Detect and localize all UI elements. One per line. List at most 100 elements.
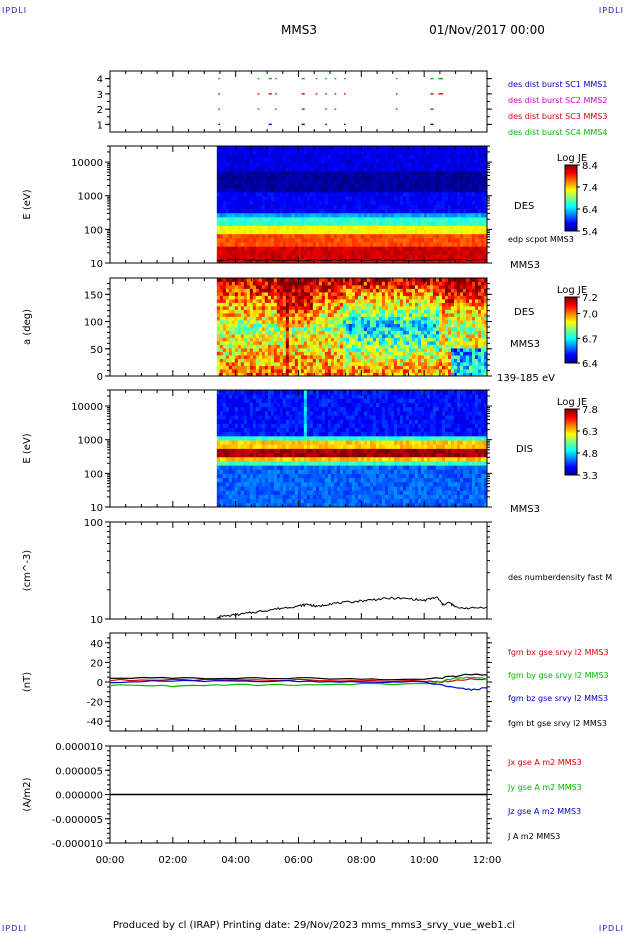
time-axis: 00:00 02:00 04:00 06:00 08:00 10:00 12:00 — [96, 855, 502, 866]
des-pitch-colorbar-tick-label: 6.7 — [582, 334, 598, 345]
time-tick-label: 12:00 — [473, 855, 502, 866]
fgm-legend-entry: fgm by gse srvy l2 MMS3 — [508, 671, 609, 680]
panel-burst: 1 2 3 4 des dist burst SC1 MMS1 des dist burs… — [97, 70, 607, 137]
current-legend-entry: J A m2 MMS3 — [507, 832, 560, 841]
dis-energy-colorbar-tick-label: 3.3 — [582, 471, 598, 482]
dis-energy-ytick-label: 1000 — [78, 436, 103, 447]
burst-legend-entry: des dist burst SC4 MMS4 — [508, 128, 607, 137]
des-pitch-energy-range: 139-185 eV — [497, 373, 555, 384]
fgm-legend-entry: fgm bt gse srvy l2 MMS3 — [508, 719, 607, 728]
time-tick-label: 08:00 — [347, 855, 376, 866]
current-ytick-label: 0.000005 — [55, 766, 103, 777]
time-tick-label: 10:00 — [410, 855, 439, 866]
corner-label-top-left: IPDLI — [2, 6, 28, 15]
des-energy-spacecraft-label: MMS3 — [510, 260, 540, 271]
density-ytick-label: 100 — [84, 518, 103, 529]
dis-energy-colorbar-tick-label: 6.3 — [582, 427, 598, 438]
datetime-title: 01/Nov/2017 00:00 — [429, 23, 545, 37]
burst-panel-frame — [109, 70, 488, 133]
burst-ytick-label: 2 — [97, 105, 103, 116]
fgm-ytick-label: -20 — [87, 698, 103, 709]
des-energy-ytick-label: 1000 — [78, 192, 103, 203]
des-pitch-ytick-label: 0 — [97, 372, 103, 383]
corner-label-bottom-left: IPDLI — [2, 924, 28, 933]
burst-legend-entry: des dist burst SC2 MMS2 — [508, 96, 607, 105]
des-pitch-ytick-label: 50 — [90, 345, 103, 356]
des-energy-colorbar — [564, 164, 578, 232]
des-energy-spectrogram — [216, 146, 488, 264]
fgm-ytick-label: -40 — [87, 717, 103, 728]
des-energy-instrument-label: DES — [514, 201, 534, 212]
dis-energy-instrument-label: DIS — [516, 444, 533, 455]
des-pitch-colorbar — [564, 296, 578, 364]
density-ytick-label: 10 — [90, 615, 103, 626]
des-energy-colorbar-tick-label: 7.4 — [582, 183, 598, 194]
dis-energy-colorbar-tick-label: 7.8 — [582, 405, 598, 416]
des-pitch-colorbar-title: Log JE — [557, 285, 587, 296]
panel-fgm: -40 -20 0 20 40 (nT) fgm bx gse srvy l2 MMS3 fg… — [22, 632, 609, 732]
fgm-ylabel: (nT) — [22, 672, 33, 692]
current-legend-entry: Jz gse A m2 MMS3 — [507, 807, 581, 816]
density-ylabel: (cm^-3) — [22, 550, 33, 591]
fgm-series-line — [109, 679, 488, 691]
current-legend-entry: Jx gse A m2 MMS3 — [507, 758, 582, 767]
burst-ytick-label: 3 — [97, 90, 103, 101]
des-energy-ytick-label: 10000 — [71, 158, 103, 169]
dis-energy-ytick-label: 10000 — [71, 402, 103, 413]
burst-legend-entry: des dist burst SC3 MMS3 — [508, 112, 607, 121]
panel-current: -0.000010 -0.000005 0.000000 0.000005 0.0000… — [22, 742, 582, 850]
des-energy-colorbar-tick-label: 5.4 — [582, 227, 598, 238]
des-energy-colorbar-title: Log JE — [557, 153, 587, 164]
current-ytick-label: 0.000010 — [55, 742, 103, 753]
des-energy-colorbar-tick-label: 6.4 — [582, 205, 598, 216]
panel-des-pitch: 0 50 100 150 a (deg) Log JE 6.4 6.7 7.0 7.2 DES MMS… — [22, 277, 598, 384]
dis-energy-colorbar-tick-label: 4.8 — [582, 449, 598, 460]
density-panel-frame — [109, 521, 488, 620]
fgm-series-line — [109, 676, 488, 688]
des-energy-ytick-label: 100 — [84, 225, 103, 236]
dis-energy-colorbar — [564, 408, 578, 476]
des-energy-scpot-label: edp scpot MMS3 — [508, 235, 574, 244]
footer-credit: Produced by cl (IRAP) Printing date: 29/… — [113, 920, 515, 931]
spacecraft-title: MMS3 — [281, 23, 317, 37]
panel-dis-energy: 10 100 1000 10000 E (eV) Log JE 3.3 4.8 6.3 7.8 DI… — [22, 389, 598, 515]
fgm-legend-entry: fgm bz gse srvy l2 MMS3 — [508, 694, 608, 703]
dis-energy-spacecraft-label: MMS3 — [510, 504, 540, 515]
time-tick-label: 06:00 — [284, 855, 313, 866]
des-pitch-ytick-label: 150 — [84, 290, 103, 301]
dis-energy-ytick-label: 100 — [84, 469, 103, 480]
time-tick-label: 02:00 — [158, 855, 187, 866]
des-energy-ytick-label: 10 — [90, 259, 103, 270]
burst-ytick-label: 4 — [97, 75, 103, 86]
des-energy-ylabel: E (eV) — [22, 189, 33, 219]
fgm-series-line — [109, 673, 488, 681]
panel-des-energy: 10 100 1000 10000 E (eV) Log JE 5.4 6.4 7.4 8.4 DE… — [22, 145, 598, 271]
corner-label-top-right: IPDLI — [598, 6, 624, 15]
corner-label-bottom-right: IPDLI — [598, 924, 624, 933]
density-legend-entry: des numberdensity fast M — [508, 573, 612, 582]
fgm-ytick-label: 0 — [97, 678, 103, 689]
time-tick-label: 04:00 — [221, 855, 250, 866]
fgm-ytick-label: 40 — [90, 639, 103, 650]
fgm-ytick-label: 20 — [90, 658, 103, 669]
current-ytick-label: -0.000010 — [52, 839, 103, 850]
dis-energy-colorbar-title: Log JE — [557, 397, 587, 408]
current-ylabel: (A/m2) — [22, 777, 33, 811]
des-pitch-ytick-label: 100 — [84, 318, 103, 329]
fgm-legend-entry: fgm bx gse srvy l2 MMS3 — [508, 648, 609, 657]
des-pitch-colorbar-tick-label: 7.2 — [582, 293, 598, 304]
current-ytick-label: -0.000005 — [52, 815, 103, 826]
des-pitch-ylabel: a (deg) — [22, 309, 33, 345]
burst-ytick-label: 1 — [97, 120, 103, 131]
des-energy-colorbar-tick-label: 8.4 — [582, 161, 598, 172]
current-legend-entry: Jy gse A m2 MMS3 — [507, 783, 582, 792]
des-pitch-spectrogram — [216, 278, 488, 377]
dis-energy-ytick-label: 10 — [90, 503, 103, 514]
panel-density: 10 100 (cm^-3) des numberdensity fast M — [22, 518, 612, 626]
current-ytick-label: 0.000000 — [55, 791, 103, 802]
des-energy-scpot-line — [216, 258, 488, 262]
time-tick-label: 00:00 — [96, 855, 125, 866]
dis-energy-ylabel: E (eV) — [22, 433, 33, 463]
density-series-line — [216, 596, 488, 619]
